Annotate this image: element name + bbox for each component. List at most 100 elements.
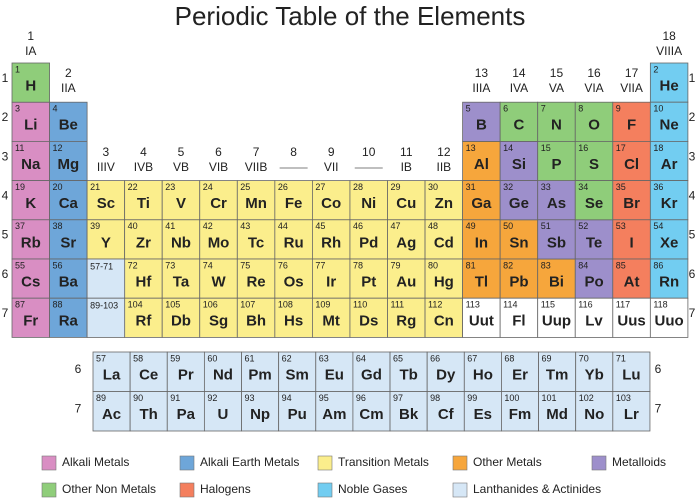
- element-symbol: Uuo: [655, 313, 684, 330]
- element-symbol: Ta: [173, 273, 190, 290]
- atomic-number: 89: [96, 393, 106, 403]
- element-cell: [315, 351, 354, 392]
- element-cell: [612, 297, 651, 338]
- atomic-number: 11: [15, 143, 24, 153]
- group-number: 12: [437, 145, 451, 159]
- atomic-number: 110: [353, 300, 367, 310]
- element-cell: [236, 258, 276, 299]
- period-label: 4: [689, 188, 696, 202]
- element-symbol: Zn: [435, 195, 453, 212]
- element-symbol: Os: [284, 273, 304, 290]
- element-cell: [575, 391, 614, 432]
- element-cell: [387, 258, 426, 299]
- element-symbol: Sr: [60, 234, 76, 251]
- legend-swatch: [179, 482, 195, 498]
- element-symbol: Al: [474, 156, 489, 173]
- element-symbol: Cd: [434, 234, 454, 251]
- element-cell: [574, 101, 614, 142]
- element-symbol: At: [624, 273, 640, 290]
- atomic-number: 99: [467, 393, 477, 403]
- element-cell: [92, 351, 131, 392]
- atomic-number: 93: [245, 393, 255, 403]
- element-symbol: Rg: [396, 313, 416, 330]
- atomic-number: 118: [653, 300, 667, 310]
- legend-label: Transition Metals: [338, 455, 429, 469]
- element-symbol: Tb: [399, 367, 417, 384]
- group-label: VIIA: [620, 81, 643, 95]
- group-number: 7: [253, 145, 260, 159]
- atomic-number: 82: [503, 260, 513, 270]
- element-cell: [311, 180, 351, 221]
- atomic-number: 41: [165, 221, 175, 231]
- atomic-number: 102: [579, 393, 594, 403]
- element-symbol: S: [589, 156, 599, 173]
- atomic-number: 58: [133, 353, 143, 363]
- group-label: VII: [324, 160, 339, 174]
- element-symbol: Nd: [213, 367, 233, 384]
- element-symbol: Br: [623, 195, 640, 212]
- atomic-number: 26: [278, 182, 288, 192]
- group-number: 6: [215, 145, 222, 159]
- atomic-number: 95: [319, 393, 329, 403]
- element-cell: [538, 391, 577, 432]
- element-cell: [387, 297, 426, 338]
- element-cell: [574, 297, 614, 338]
- element-cell: [11, 297, 50, 338]
- element-cell: [537, 140, 576, 181]
- element-cell: [349, 258, 388, 299]
- element-cell: [424, 180, 463, 221]
- atomic-number: 72: [128, 260, 138, 270]
- element-symbol: He: [660, 77, 679, 94]
- element-symbol: F: [627, 117, 636, 134]
- element-cell: [387, 219, 426, 260]
- atomic-number: 45: [315, 221, 325, 231]
- legend-swatch: [591, 455, 607, 471]
- atomic-number: 88: [53, 300, 63, 310]
- period-label: 5: [2, 228, 9, 242]
- element-cell: [278, 391, 317, 432]
- element-symbol: W: [211, 273, 226, 290]
- atomic-number: 68: [504, 353, 514, 363]
- element-cell: [49, 219, 88, 260]
- atomic-number: 80: [428, 260, 438, 270]
- element-symbol: Sc: [97, 195, 115, 212]
- atomic-number: 87: [15, 300, 25, 310]
- element-cell: [166, 391, 205, 432]
- atomic-number: 94: [282, 393, 292, 403]
- atomic-number: 29: [391, 182, 401, 192]
- element-symbol: Dy: [436, 367, 456, 384]
- atomic-number: 51: [541, 221, 551, 231]
- element-symbol: Ar: [661, 156, 678, 173]
- element-cell: [649, 140, 689, 181]
- atomic-number: 114: [503, 300, 517, 310]
- element-symbol: K: [25, 195, 36, 212]
- element-symbol: Np: [250, 406, 270, 423]
- legend-swatch: [452, 455, 468, 471]
- element-cell: [537, 219, 576, 260]
- atomic-number: 27: [315, 182, 325, 192]
- atomic-number: 100: [504, 393, 519, 403]
- atomic-number: 1: [15, 64, 20, 74]
- element-symbol: Th: [140, 406, 158, 423]
- element-cell: [166, 351, 205, 392]
- atomic-number: 10: [653, 104, 663, 114]
- atomic-number: 61: [245, 353, 255, 363]
- element-symbol: Cu: [396, 195, 416, 212]
- atomic-number: 101: [542, 393, 557, 403]
- legend-swatch: [317, 482, 333, 498]
- period-label: 6: [2, 267, 9, 281]
- element-symbol: Sn: [509, 234, 528, 251]
- element-symbol: Te: [586, 234, 602, 251]
- atomic-number: 19: [15, 182, 25, 192]
- atomic-number: 77: [315, 260, 325, 270]
- element-symbol: B: [476, 117, 487, 134]
- range-label: 57-71: [90, 261, 113, 271]
- element-symbol: Uut: [469, 313, 494, 330]
- atomic-number: 108: [278, 300, 293, 310]
- title: Periodic Table of the Elements: [175, 1, 526, 31]
- element-cell: [278, 351, 317, 392]
- element-symbol: Gd: [361, 367, 382, 384]
- atomic-number: 40: [128, 221, 138, 231]
- element-cell: [499, 297, 539, 338]
- element-symbol: Se: [585, 195, 603, 212]
